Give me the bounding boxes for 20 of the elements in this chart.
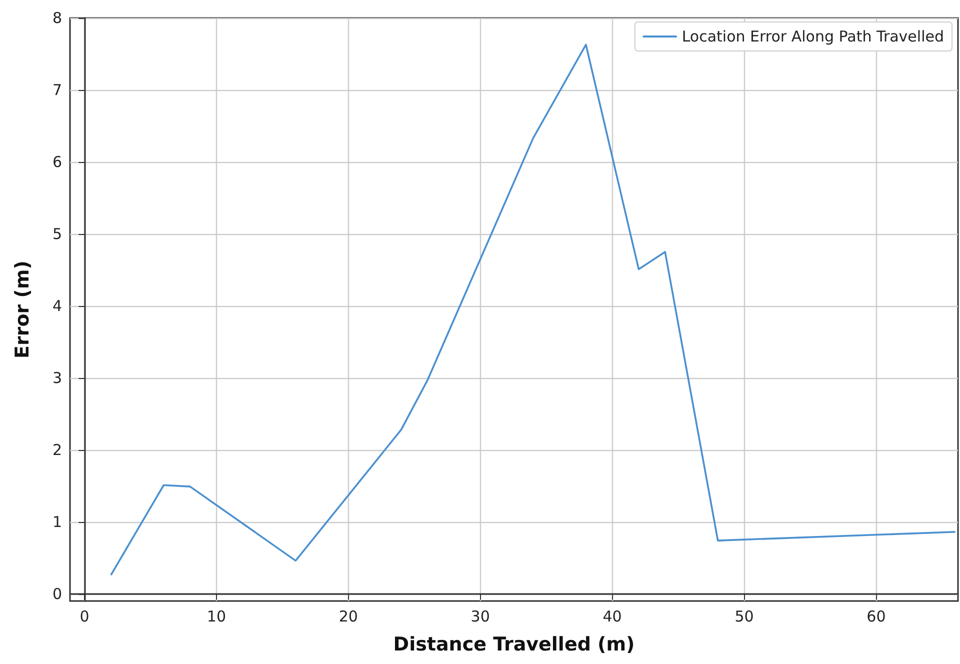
y-tick-label: 8: [52, 9, 62, 27]
x-tick-label: 50: [734, 608, 754, 626]
legend-label: Location Error Along Path Travelled: [682, 28, 944, 46]
y-tick-label: 5: [52, 224, 62, 243]
y-tick-label: 6: [52, 152, 62, 171]
y-tick-label: 2: [52, 440, 62, 459]
x-tick-label: 30: [470, 608, 490, 626]
y-axis-title: Error (m): [12, 260, 34, 358]
x-tick-label: 60: [866, 608, 886, 626]
y-tick-label: 3: [52, 368, 62, 387]
y-tick-label: 0: [52, 584, 62, 603]
y-tick-label: 4: [52, 296, 62, 315]
x-tick-label: 40: [602, 608, 622, 626]
y-tick-label: 1: [52, 512, 62, 531]
x-axis-title: Distance Travelled (m): [393, 634, 635, 656]
line-series: [110, 44, 956, 576]
x-tick-label: 10: [206, 608, 226, 626]
x-tick-label: 20: [338, 608, 358, 626]
y-tick-label: 7: [52, 80, 62, 99]
x-tick-label: 0: [80, 608, 90, 626]
